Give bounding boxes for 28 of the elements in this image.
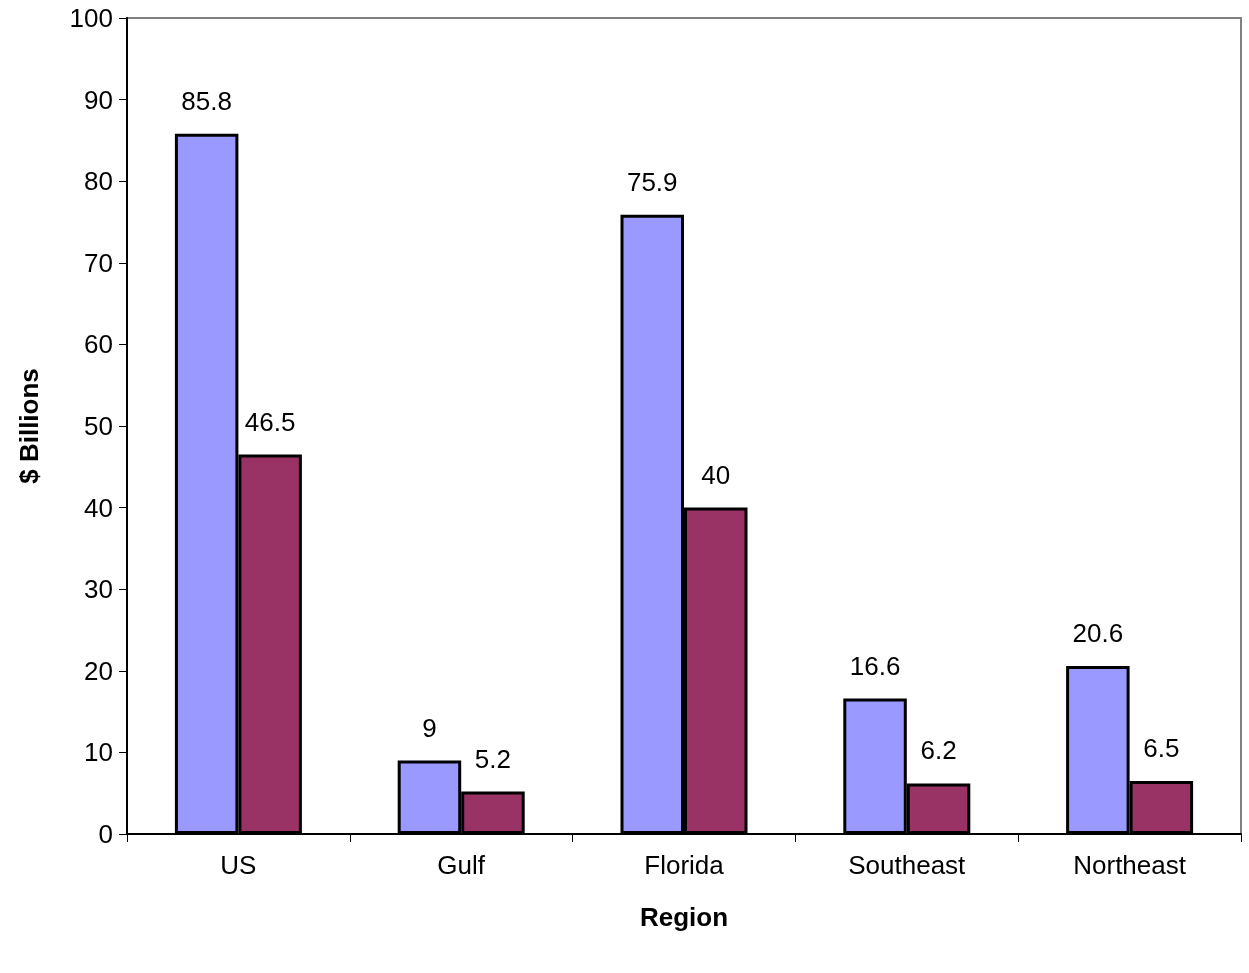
y-tick-label: 40 [84,492,113,523]
y-tick-label: 70 [84,247,113,278]
x-tick-label: Northeast [1073,850,1187,880]
x-tick-label: US [220,850,257,880]
data-label: 40 [701,459,731,490]
x-tick-label: Gulf [437,850,486,880]
data-label: 16.6 [849,650,901,681]
data-label: 20.6 [1072,617,1124,648]
data-label: 46.5 [244,406,296,437]
y-axis-title: $ Billions [14,368,44,484]
x-tick-label: Southeast [848,850,967,880]
y-tick-label: 10 [84,737,113,768]
y-tick-label: 60 [84,329,113,360]
data-label: 6.5 [1143,732,1180,763]
data-label: 5.2 [474,743,512,774]
data-label: 6.2 [920,735,957,766]
data-label: 85.8 [181,85,232,116]
y-tick-label: 80 [84,166,113,197]
x-tick-label: Florida [644,850,725,880]
data-label: 75.9 [626,166,678,197]
y-tick-label: 20 [84,655,113,686]
data-label: 9 [422,712,437,743]
y-tick-label: 90 [84,84,113,115]
y-tick-label: 50 [84,411,113,441]
y-tick-label: 100 [69,3,113,33]
y-tick-label: 0 [98,819,113,849]
x-axis-title: Region [639,902,729,932]
y-tick-label: 30 [84,574,113,605]
